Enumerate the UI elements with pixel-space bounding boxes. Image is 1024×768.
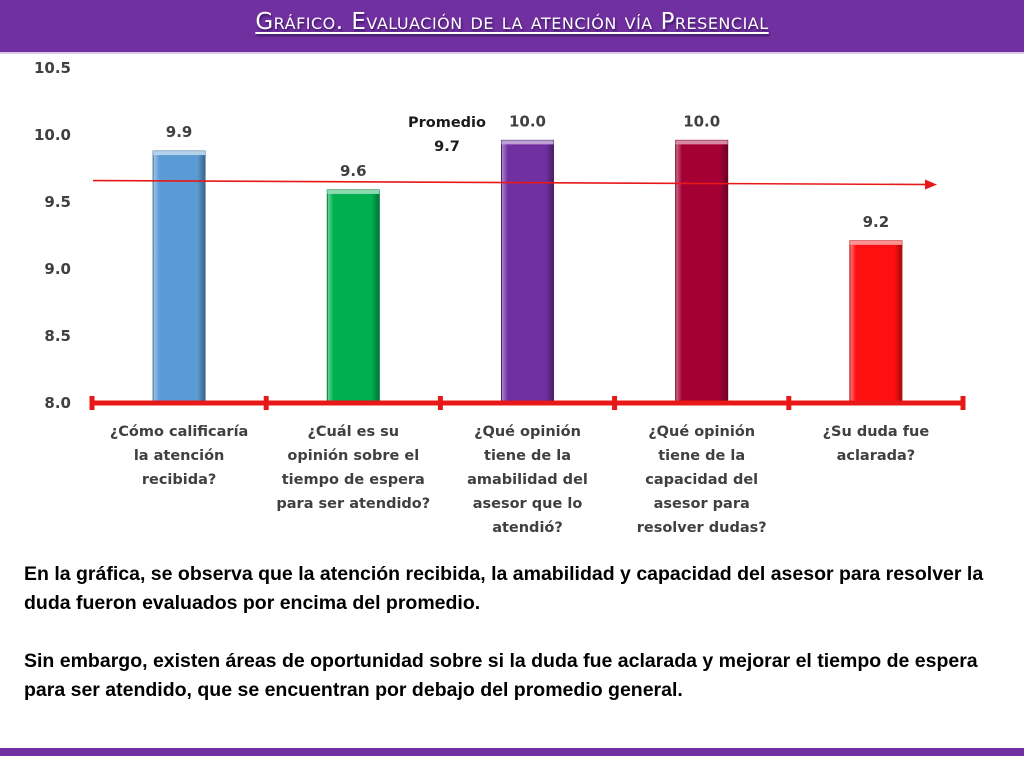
- category-labels: ¿Cómo calificaría la atención recibida? ¿Cu…: [110, 424, 930, 536]
- category-label-line: la atención: [134, 448, 225, 464]
- category-label-line: asesor para: [654, 496, 750, 512]
- bars-group: [152, 139, 903, 404]
- category-label: ¿Cuál es su opinión sobre el tiempo de esp…: [276, 424, 430, 512]
- bar-top-bevel: [501, 140, 554, 145]
- category-label-line: recibida?: [142, 472, 216, 488]
- category-label-line: atendió?: [492, 520, 563, 536]
- category-label-line: capacidad del: [645, 472, 758, 488]
- page-title: Gráfico. Evaluación de la atención vía P…: [255, 9, 769, 35]
- bar-chart: 10.5 10.0 9.5 9.0 8.5 8.0 Promedio 9.7 9.9 9.6 1…: [0, 52, 1024, 542]
- bar-value-label: 9.6: [340, 162, 367, 180]
- bar-top-bevel: [675, 140, 728, 145]
- bar-value-label: 10.0: [683, 112, 720, 130]
- average-line-group: Promedio 9.7: [92, 115, 937, 190]
- category-label-line: ¿Qué opinión: [474, 424, 581, 440]
- paragraph-2: Sin embargo, existen áreas de oportunida…: [24, 650, 978, 701]
- category-label-line: tiene de la: [484, 448, 571, 464]
- y-tick-label: 8.0: [44, 394, 71, 412]
- category-label: ¿Su duda fue aclarada?: [823, 424, 930, 464]
- body-text: En la gráfica, se observa que la atenció…: [24, 560, 1009, 734]
- category-label-line: ¿Su duda fue: [823, 424, 930, 440]
- average-label: Promedio: [408, 115, 486, 131]
- y-tick-label: 9.0: [44, 260, 71, 278]
- average-line: [92, 179, 937, 190]
- paragraph-1: En la gráfica, se observa que la atenció…: [24, 563, 984, 614]
- category-label: ¿Qué opinión tiene de la amabilidad del ase…: [467, 424, 588, 536]
- category-label-line: ¿Cuál es su: [307, 424, 399, 440]
- y-tick-label: 9.5: [44, 193, 71, 211]
- category-label-line: tiempo de espera: [282, 472, 425, 488]
- data-labels: 9.9 9.6 10.0 10.0 9.2: [166, 112, 889, 231]
- category-label-line: aclarada?: [837, 448, 916, 464]
- x-axis: [89, 396, 966, 410]
- bar: [326, 189, 380, 404]
- category-label-line: resolver dudas?: [637, 520, 767, 536]
- bar-top-bevel: [153, 151, 206, 156]
- category-label: ¿Cómo calificaría la atención recibida?: [110, 424, 249, 488]
- header-bar: Gráfico. Evaluación de la atención vía P…: [0, 0, 1024, 54]
- average-value-label: 9.7: [434, 139, 460, 155]
- bar: [501, 139, 554, 404]
- footer-bar: [0, 748, 1024, 756]
- bar: [849, 240, 903, 404]
- y-tick-label: 10.5: [34, 59, 71, 77]
- category-label-line: ¿Cómo calificaría: [110, 424, 249, 440]
- bar-value-label: 10.0: [509, 112, 546, 130]
- chart-svg: 10.5 10.0 9.5 9.0 8.5 8.0 Promedio 9.7 9.9 9.6 1…: [34, 59, 966, 536]
- y-axis-ticks: 10.5 10.0 9.5 9.0 8.5 8.0: [34, 59, 71, 412]
- bar-value-label: 9.9: [166, 123, 193, 141]
- category-label: ¿Qué opinión tiene de la capacidad del ases…: [637, 424, 767, 536]
- category-label-line: para ser atendido?: [276, 496, 430, 512]
- category-label-line: amabilidad del: [467, 472, 588, 488]
- bar-top-bevel: [327, 189, 380, 194]
- category-label-line: ¿Qué opinión: [648, 424, 755, 440]
- bar-top-bevel: [849, 240, 902, 245]
- category-label-line: asesor que lo: [473, 496, 583, 512]
- bar: [675, 139, 729, 404]
- y-tick-label: 8.5: [44, 327, 71, 345]
- category-label-line: opinión sobre el: [287, 448, 419, 464]
- category-label-line: tiene de la: [658, 448, 745, 464]
- bar: [152, 150, 206, 404]
- y-tick-label: 10.0: [34, 126, 71, 144]
- bar-value-label: 9.2: [863, 213, 890, 231]
